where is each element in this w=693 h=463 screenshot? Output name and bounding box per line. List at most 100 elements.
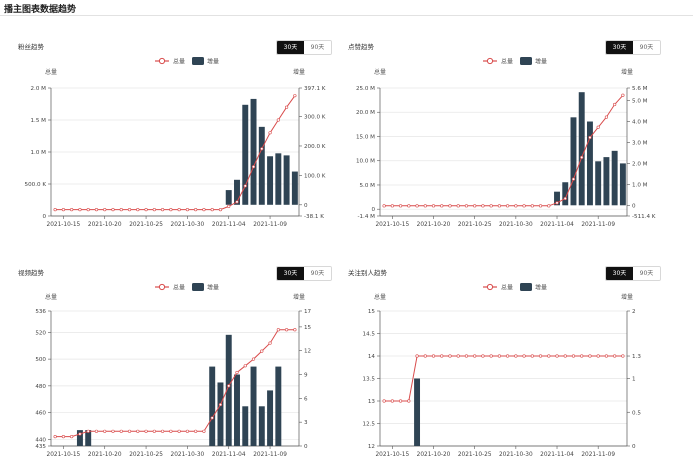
y-right-tick-label: 2.0 M bbox=[632, 161, 648, 167]
left-axis-name: 总量 bbox=[374, 68, 386, 76]
line-point bbox=[78, 432, 82, 436]
bar bbox=[570, 117, 577, 206]
bar bbox=[283, 155, 290, 205]
x-tick-label: 2021-10-30 bbox=[171, 452, 205, 458]
bar bbox=[250, 366, 257, 446]
page-title: 播主图表数据趋势 bbox=[4, 5, 77, 15]
line-point bbox=[260, 147, 264, 151]
bar bbox=[291, 171, 298, 205]
line-point bbox=[596, 125, 600, 129]
line-point bbox=[547, 204, 551, 208]
legend-bar-swatch bbox=[192, 283, 204, 291]
line-point bbox=[251, 165, 256, 169]
y-left-tick-label: 0 bbox=[371, 207, 375, 213]
bar bbox=[234, 374, 240, 446]
y-left-tick-label: 13 bbox=[368, 399, 376, 405]
right-axis-name: 增量 bbox=[293, 68, 305, 76]
y-right-tick-label: 397.1 K bbox=[304, 86, 326, 92]
line-point bbox=[218, 402, 223, 407]
line-point bbox=[456, 354, 460, 358]
y-left-tick-label: 12.5 bbox=[363, 422, 376, 428]
line-point bbox=[111, 208, 115, 212]
y-left-tick-label: 2.0 M bbox=[30, 86, 46, 92]
y-right-tick-label: 6 bbox=[304, 396, 308, 402]
line-point bbox=[506, 204, 510, 208]
legend-label: 总量 bbox=[173, 283, 185, 291]
line-point bbox=[390, 399, 394, 403]
y-right-tick-label: 0.5 bbox=[632, 410, 641, 416]
y-left-tick-label: 1.5 M bbox=[30, 118, 46, 124]
line-point bbox=[285, 328, 289, 332]
line-point bbox=[489, 354, 493, 358]
line-point bbox=[604, 354, 609, 358]
toggle-90-days[interactable]: 90天 bbox=[304, 41, 331, 54]
line-point bbox=[268, 131, 272, 135]
y-right-tick-label: 200.0 K bbox=[304, 144, 326, 150]
legend-label: 总量 bbox=[501, 283, 513, 291]
line-point bbox=[144, 208, 148, 212]
x-tick-label: 2021-10-25 bbox=[129, 452, 163, 458]
y-left-tick-label: 20.0 M bbox=[356, 110, 375, 116]
y-right-tick-label: 1.0 M bbox=[632, 182, 648, 188]
x-tick-label: 2021-10-15 bbox=[375, 452, 409, 458]
line-point bbox=[390, 204, 394, 208]
y-right-tick-label: -511.4 K bbox=[632, 214, 656, 220]
y-right-tick-label: 0 bbox=[632, 203, 636, 209]
bar bbox=[76, 430, 83, 446]
bar bbox=[275, 366, 282, 446]
bar bbox=[225, 334, 232, 446]
line-point bbox=[440, 204, 444, 208]
line-point bbox=[431, 354, 436, 358]
right-axis-name: 增量 bbox=[293, 293, 305, 301]
toggle-30-days[interactable]: 30天 bbox=[277, 41, 304, 54]
bar bbox=[275, 153, 282, 205]
line-point bbox=[243, 184, 247, 188]
line-point bbox=[119, 429, 123, 433]
bar bbox=[242, 104, 249, 205]
x-tick-label: 2021-10-30 bbox=[171, 222, 205, 228]
bar bbox=[578, 92, 585, 206]
toggle-90-days[interactable]: 90天 bbox=[633, 41, 660, 54]
bar bbox=[611, 150, 618, 206]
y-left-tick-label: 14 bbox=[368, 354, 376, 360]
line-point bbox=[276, 328, 280, 332]
x-tick-label: 2021-11-09 bbox=[581, 222, 615, 228]
line-point bbox=[481, 204, 485, 208]
y-right-tick-label: 5.6 M bbox=[632, 86, 648, 92]
y-left-tick-label: 440 bbox=[35, 437, 46, 443]
line-point bbox=[94, 208, 99, 212]
x-tick-label: 2021-11-04 bbox=[212, 452, 246, 458]
line-point bbox=[464, 354, 469, 358]
bar bbox=[85, 430, 92, 446]
period-toggle: 30天 90天 bbox=[605, 40, 661, 55]
line-point bbox=[111, 429, 115, 433]
left-axis-name: 总量 bbox=[45, 68, 57, 76]
y-right-tick-label: 2 bbox=[632, 309, 636, 315]
line-point bbox=[547, 354, 551, 358]
y-left-tick-label: 480 bbox=[35, 384, 46, 390]
line-point bbox=[407, 399, 411, 403]
line-point bbox=[127, 208, 132, 212]
x-tick-label: 2021-10-15 bbox=[375, 222, 409, 228]
toggle-30-days[interactable]: 30天 bbox=[277, 267, 304, 280]
line-point bbox=[210, 208, 214, 212]
y-right-tick-label: 5.0 M bbox=[632, 99, 648, 105]
x-tick-label: 2021-10-20 bbox=[417, 452, 451, 458]
toggle-90-days[interactable]: 90天 bbox=[633, 267, 660, 280]
toggle-30-days[interactable]: 30天 bbox=[606, 267, 633, 280]
y-left-tick-label: 14.5 bbox=[363, 332, 376, 338]
line-point bbox=[185, 208, 189, 212]
line-point bbox=[407, 204, 411, 208]
toggle-90-days[interactable]: 90天 bbox=[304, 267, 331, 280]
bar bbox=[414, 378, 421, 446]
line-point bbox=[514, 204, 518, 208]
line-point bbox=[440, 354, 444, 358]
line-point bbox=[538, 354, 543, 358]
toggle-30-days[interactable]: 30天 bbox=[606, 41, 633, 54]
line-point bbox=[161, 208, 165, 212]
line-point bbox=[580, 155, 584, 159]
x-tick-label: 2021-10-25 bbox=[458, 452, 492, 458]
line-point bbox=[506, 354, 510, 358]
x-tick-label: 2021-11-09 bbox=[581, 452, 615, 458]
